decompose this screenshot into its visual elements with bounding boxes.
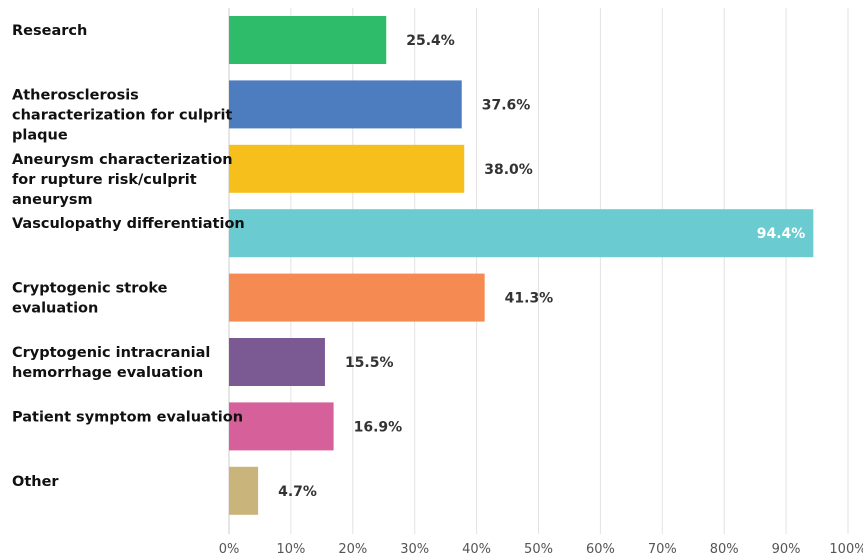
value-label: 16.9% [354,419,403,435]
x-axis-tick-labels: 0% 10% 20% 30% 40% 50% 60% 70% 80% 90% 100% [219,542,863,557]
bar [229,80,462,129]
bar [229,402,334,451]
category-label: Cryptogenic stroke evaluation [12,281,168,317]
bar [229,144,465,193]
value-labels: 25.4% 37.6% 38.0% 94.4% 41.3% 15.5% 16.9% 4.7% [278,33,805,500]
value-label: 15.5% [345,355,394,371]
x-tick-label: 50% [524,542,553,557]
x-tick-label: 20% [338,542,367,557]
category-labels: Research Atherosclerosis characterization … [12,23,245,490]
x-tick-label: 60% [586,542,615,557]
x-tick-label: 70% [648,542,677,557]
category-label: Atherosclerosis characterization for culp… [12,87,232,143]
bar [229,209,814,258]
x-tick-label: 0% [219,542,240,557]
bar [229,16,387,64]
value-label: 94.4% [757,226,806,242]
bars [229,16,814,515]
value-label: 41.3% [505,291,554,307]
category-label: Vasculopathy differentiation [12,216,245,232]
category-label: Patient symptom evaluation [12,409,243,425]
value-label: 4.7% [278,484,317,500]
value-label: 25.4% [406,33,455,49]
x-tick-label: 80% [710,542,739,557]
x-tick-label: 90% [772,542,801,557]
x-tick-label: 40% [462,542,491,557]
bar [229,273,485,322]
x-tick-label: 30% [400,542,429,557]
category-label: Research [12,23,87,39]
bar [229,466,259,515]
x-tick-label: 10% [276,542,305,557]
category-label: Aneurysm characterization for rupture ris… [12,152,233,208]
bar [229,338,325,386]
value-label: 38.0% [484,162,533,178]
x-tick-label: 100% [829,542,863,557]
category-label: Other [12,474,59,490]
value-label: 37.6% [482,97,531,113]
category-label: Cryptogenic intracranial hemorrhage evalu… [12,345,210,381]
